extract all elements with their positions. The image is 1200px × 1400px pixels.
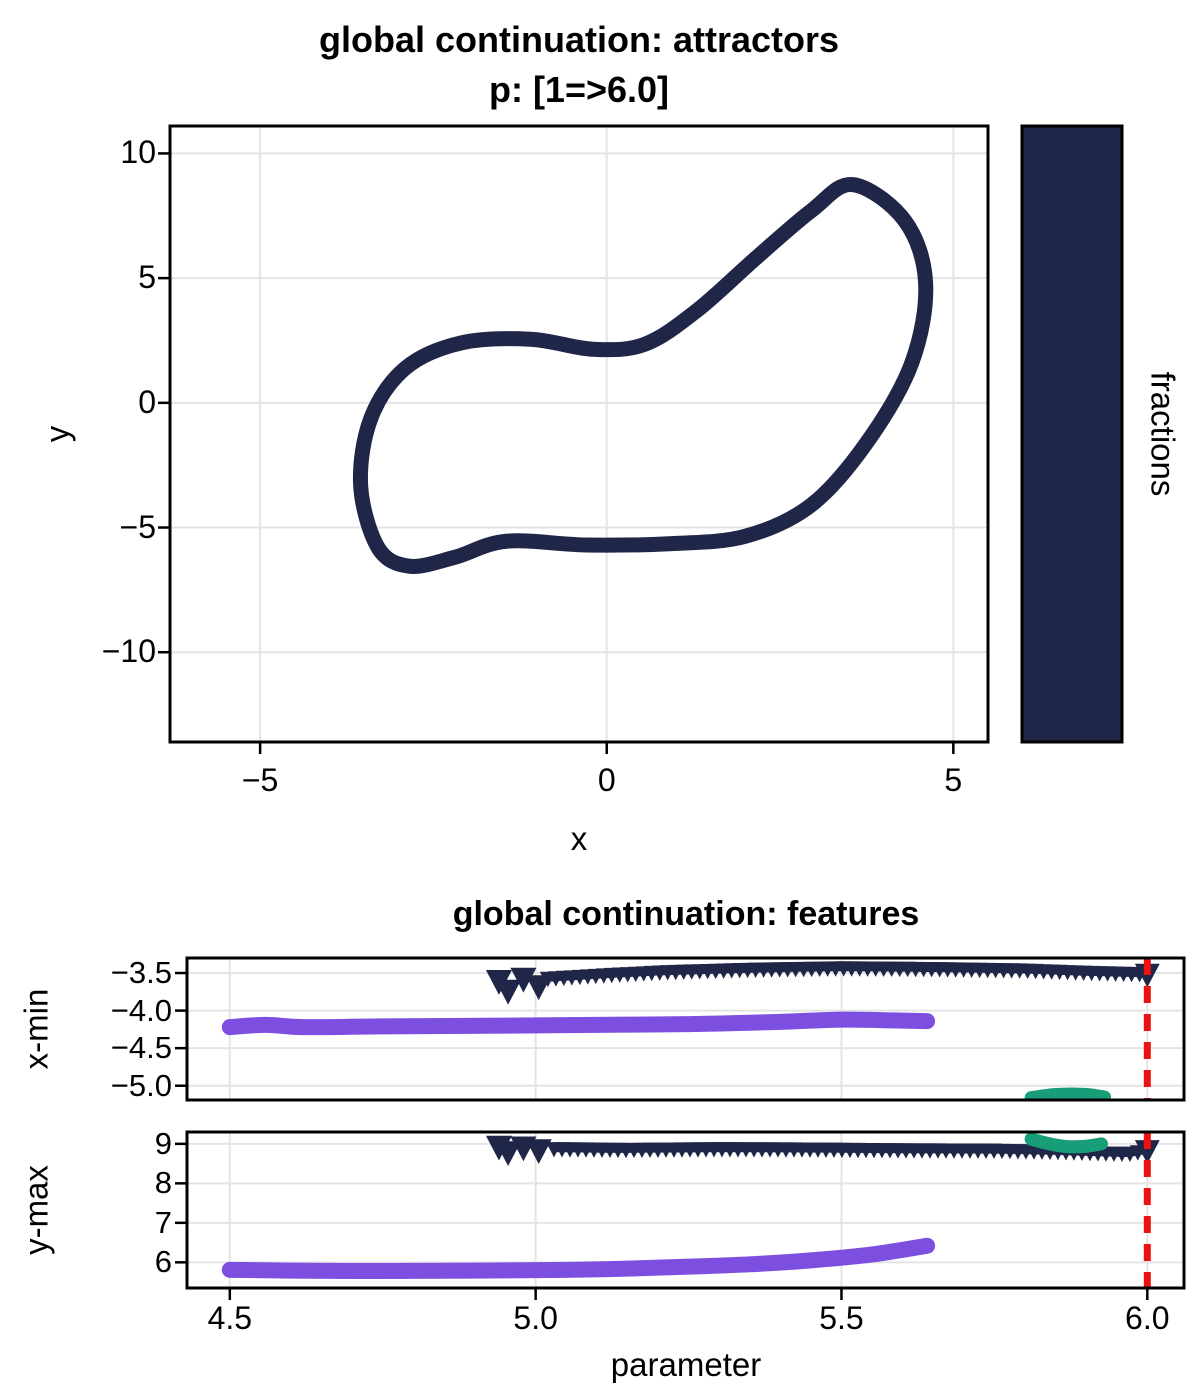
features-subplot-1-frame <box>185 1130 1186 1290</box>
attractor-1-limit-cycle <box>352 177 934 574</box>
tick-marks <box>158 152 955 754</box>
gridlines <box>170 126 988 742</box>
attractors-plot-series <box>352 177 934 574</box>
attractor-3-xmin <box>1024 1087 1111 1100</box>
colorbar-frame <box>1020 124 1124 744</box>
features-subplot-0-frame <box>185 956 1186 1102</box>
attractor-3-ymax <box>1024 1132 1108 1154</box>
attractor-1-xmin <box>485 961 1160 1005</box>
attractors-plot-frame <box>168 124 990 744</box>
tick-marks <box>175 1142 1149 1300</box>
tick-marks <box>175 971 187 1087</box>
features-subplot-0-series <box>221 958 1160 1100</box>
attractor-2-ymax <box>221 1237 936 1280</box>
features-subplot-1-series <box>221 1132 1160 1288</box>
attractor-1-ymax <box>485 1135 1160 1167</box>
attractor-2-xmin <box>221 1011 936 1036</box>
colorbar-segment-attractor-1 <box>1022 126 1122 742</box>
